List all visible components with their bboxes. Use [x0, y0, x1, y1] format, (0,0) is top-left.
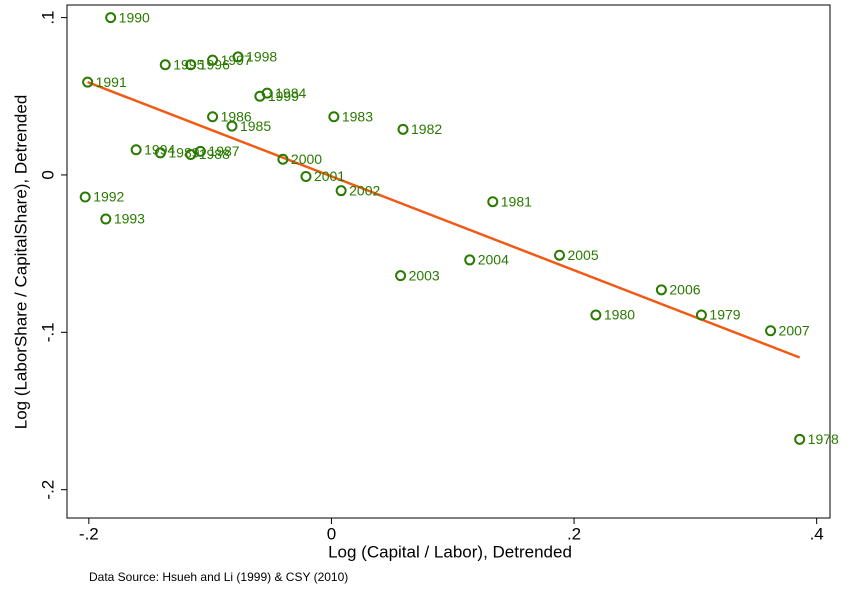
point [395, 270, 407, 282]
point-label: 2001 [314, 168, 345, 184]
source-note: Data Source: Hsueh and Li (1999) & CSY (… [89, 570, 348, 584]
point [590, 309, 602, 321]
point-label: 1980 [604, 307, 635, 323]
point [328, 111, 340, 123]
point [553, 249, 565, 261]
point [100, 213, 112, 225]
point [300, 171, 312, 183]
point-label: 2006 [669, 282, 700, 298]
point [765, 325, 777, 337]
point [226, 120, 238, 132]
point [185, 148, 197, 160]
point [194, 145, 206, 157]
point [154, 147, 166, 159]
point-label: 1995 [173, 57, 204, 73]
point [335, 185, 347, 197]
point [232, 51, 244, 63]
point-label: 1991 [96, 74, 127, 90]
point-label: 1978 [808, 431, 839, 447]
point [487, 196, 499, 208]
point-label: 1979 [709, 307, 740, 323]
point-label: 1988 [199, 146, 230, 162]
y-tick-label: -.1 [38, 322, 57, 342]
point-label: 1999 [268, 88, 299, 104]
point-label: 1989 [168, 145, 199, 161]
point-label: 1982 [411, 121, 442, 137]
x-tick-label: .4 [810, 524, 824, 543]
point-label: 2002 [349, 182, 380, 198]
point-label: 1993 [114, 211, 145, 227]
point-label: 2007 [779, 322, 810, 338]
point [464, 254, 476, 266]
point [277, 153, 289, 165]
point-label: 2005 [567, 247, 598, 263]
point-label: 1994 [144, 141, 175, 157]
point-label: 1987 [208, 143, 239, 159]
point-label: 1998 [246, 49, 277, 65]
point-label: 1992 [93, 189, 124, 205]
point [207, 54, 219, 66]
point-label: 1984 [275, 85, 306, 101]
point [185, 59, 197, 71]
y-tick-label: 0 [38, 170, 57, 179]
point-label: 1986 [221, 108, 252, 124]
point-label: 1983 [342, 108, 373, 124]
point-label: 1981 [501, 193, 532, 209]
point-label: 2004 [478, 252, 509, 268]
point [397, 123, 409, 135]
point [130, 144, 142, 156]
point [159, 59, 171, 71]
point-label: 2000 [291, 151, 322, 167]
x-tick-label: 0 [327, 524, 336, 543]
y-axis-title: Log (LaborShare / CapitalShare), Detrend… [11, 95, 30, 430]
x-tick-label: .2 [567, 524, 581, 543]
point [794, 433, 806, 445]
point [79, 191, 91, 203]
y-tick-label: -.2 [38, 480, 57, 500]
point [695, 309, 707, 321]
fit-line [87, 80, 801, 359]
y-tick-label: .1 [38, 10, 57, 24]
point [82, 76, 94, 88]
point [207, 111, 219, 123]
point-label: 1990 [119, 9, 150, 25]
point [254, 90, 266, 102]
point-label: 2003 [409, 267, 440, 283]
plot-frame [66, 4, 831, 519]
point-label: 1985 [240, 118, 271, 134]
x-axis-title: Log (Capital / Labor), Detrended [328, 542, 572, 561]
point-label: 1997 [221, 52, 252, 68]
point [105, 12, 117, 24]
point [655, 284, 667, 296]
x-tick-label: -.2 [79, 524, 99, 543]
